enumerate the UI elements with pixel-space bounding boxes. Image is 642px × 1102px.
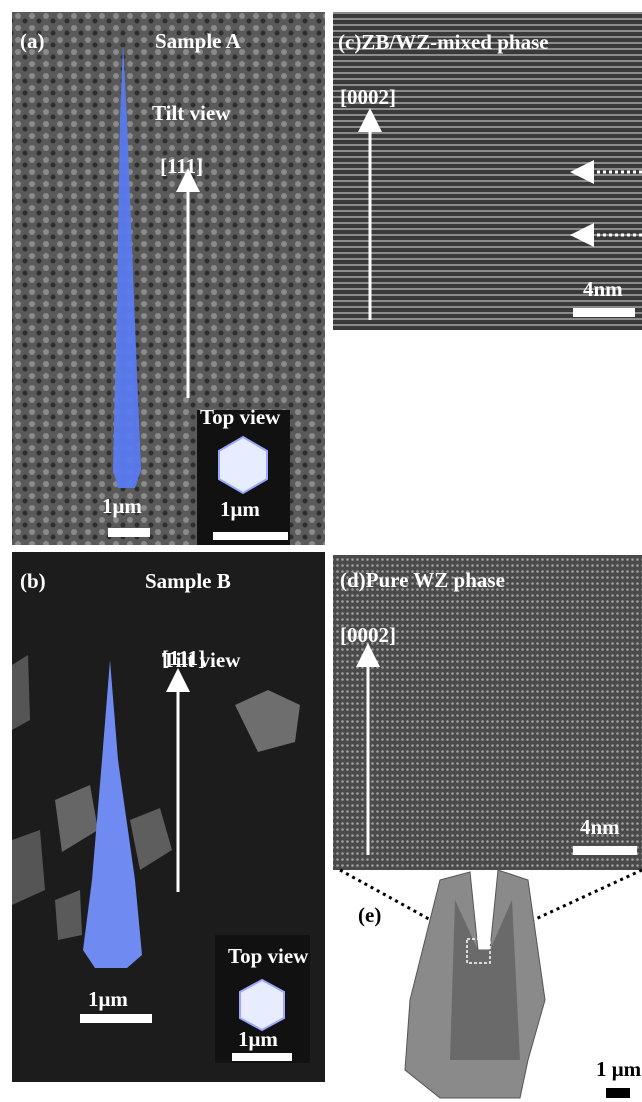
inset-title: Top view [200, 405, 281, 429]
direction-label: [111] [162, 646, 205, 670]
scale-label: 4nm [580, 815, 620, 839]
scale-label: 4nm [583, 277, 623, 301]
panel-b: (b) Sample B Tilt view [111] Top view 1μ… [12, 552, 325, 1082]
scale-label: 1μm [102, 494, 142, 518]
scale-bar [573, 846, 637, 855]
panel-label: (c)ZB/WZ-mixed phase [338, 30, 549, 54]
scale-label: 1 μm [596, 1057, 642, 1081]
view-label: Tilt view [152, 101, 231, 125]
scale-bar [108, 528, 150, 537]
panel-d: (d)Pure WZ phase [0002] 4nm [333, 555, 642, 870]
figure: (a) Sample A Tilt view [111] Top view 1μ… [0, 0, 642, 1102]
panel-a: (a) Sample A Tilt view [111] Top view 1μ… [12, 12, 325, 545]
scale-bar [573, 308, 635, 317]
scale-bar [232, 1053, 292, 1061]
panel-label: (b) [20, 569, 46, 593]
direction-label: [111] [160, 154, 203, 178]
sample-title: Sample A [155, 29, 242, 53]
direction-label: [0002] [340, 623, 396, 647]
panel-label: (a) [20, 29, 45, 53]
scale-bar [213, 532, 288, 540]
sem-specimen-inner [450, 900, 520, 1060]
scale-label: 1μm [220, 497, 260, 521]
scale-bar [80, 1014, 152, 1023]
panel-label: (e) [358, 903, 381, 927]
hexagon [240, 980, 284, 1030]
panel-c: (c)ZB/WZ-mixed phase [0002] 4nm [333, 12, 642, 330]
panel-label: (d)Pure WZ phase [340, 568, 505, 592]
scale-label: 1μm [238, 1027, 278, 1051]
sample-title: Sample B [145, 569, 231, 593]
particle [12, 655, 30, 730]
direction-label: [0002] [340, 85, 396, 109]
inset-title: Top view [228, 944, 309, 968]
scale-label: 1μm [88, 987, 128, 1011]
scale-bar [606, 1088, 630, 1098]
panel-e: (e) 1 μm [340, 870, 642, 1098]
